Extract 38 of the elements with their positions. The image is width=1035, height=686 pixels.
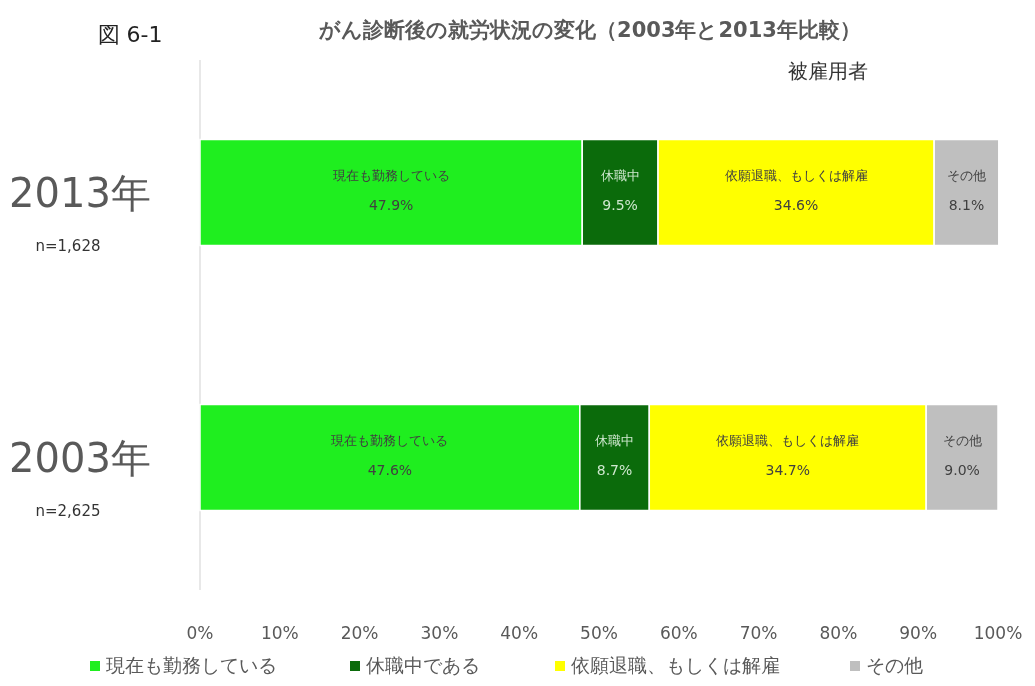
annotation: 現在も勤務している	[332, 167, 450, 183]
data-label: 47.6%	[367, 461, 413, 478]
legend: 依願退職、もしくは解雇	[571, 654, 780, 676]
annotation: n=1,628	[35, 236, 101, 255]
data-label: 9.0%	[944, 461, 980, 478]
annotation: その他	[947, 167, 986, 183]
xtick: 20%	[340, 623, 379, 643]
xtick: 90%	[899, 623, 938, 643]
data-label: 34.6%	[773, 196, 819, 213]
annotation: 休職中	[595, 432, 635, 448]
xtick: 0%	[186, 623, 214, 643]
annotation: 依願退職、もしくは解雇	[724, 167, 868, 183]
xtick: 40%	[500, 623, 539, 643]
legend: 現在も勤務している	[106, 654, 277, 676]
xtick: 10%	[260, 623, 299, 643]
title: がん診断後の就労状況の変化（2003年と2013年比較）	[319, 18, 861, 42]
legend: 休職中である	[366, 654, 480, 676]
xtick: 50%	[580, 623, 618, 643]
data-label: 8.7%	[596, 461, 633, 478]
legend: その他	[866, 654, 923, 676]
xtick: 80%	[819, 623, 858, 643]
xtick: 100%	[973, 623, 1023, 643]
data-label: 47.9%	[368, 196, 414, 213]
annotation: 依願退職、もしくは解雇	[716, 432, 860, 448]
xtick: 60%	[659, 623, 698, 643]
category: 2003年	[9, 434, 151, 481]
annotation: その他	[942, 432, 982, 448]
annotation: 図 6-1	[97, 22, 163, 47]
annotation: n=2,625	[35, 501, 101, 520]
category: 2013年	[9, 169, 151, 216]
data-label: 34.7%	[765, 461, 810, 478]
data-label: 9.5%	[602, 196, 638, 213]
annotation: 現在も勤務している	[331, 432, 449, 448]
subtitle: 被雇用者	[788, 59, 868, 83]
xtick: 70%	[739, 623, 778, 643]
data-label: 8.1%	[948, 196, 985, 213]
annotation: 休職中	[600, 167, 640, 183]
xtick: 30%	[420, 623, 459, 643]
